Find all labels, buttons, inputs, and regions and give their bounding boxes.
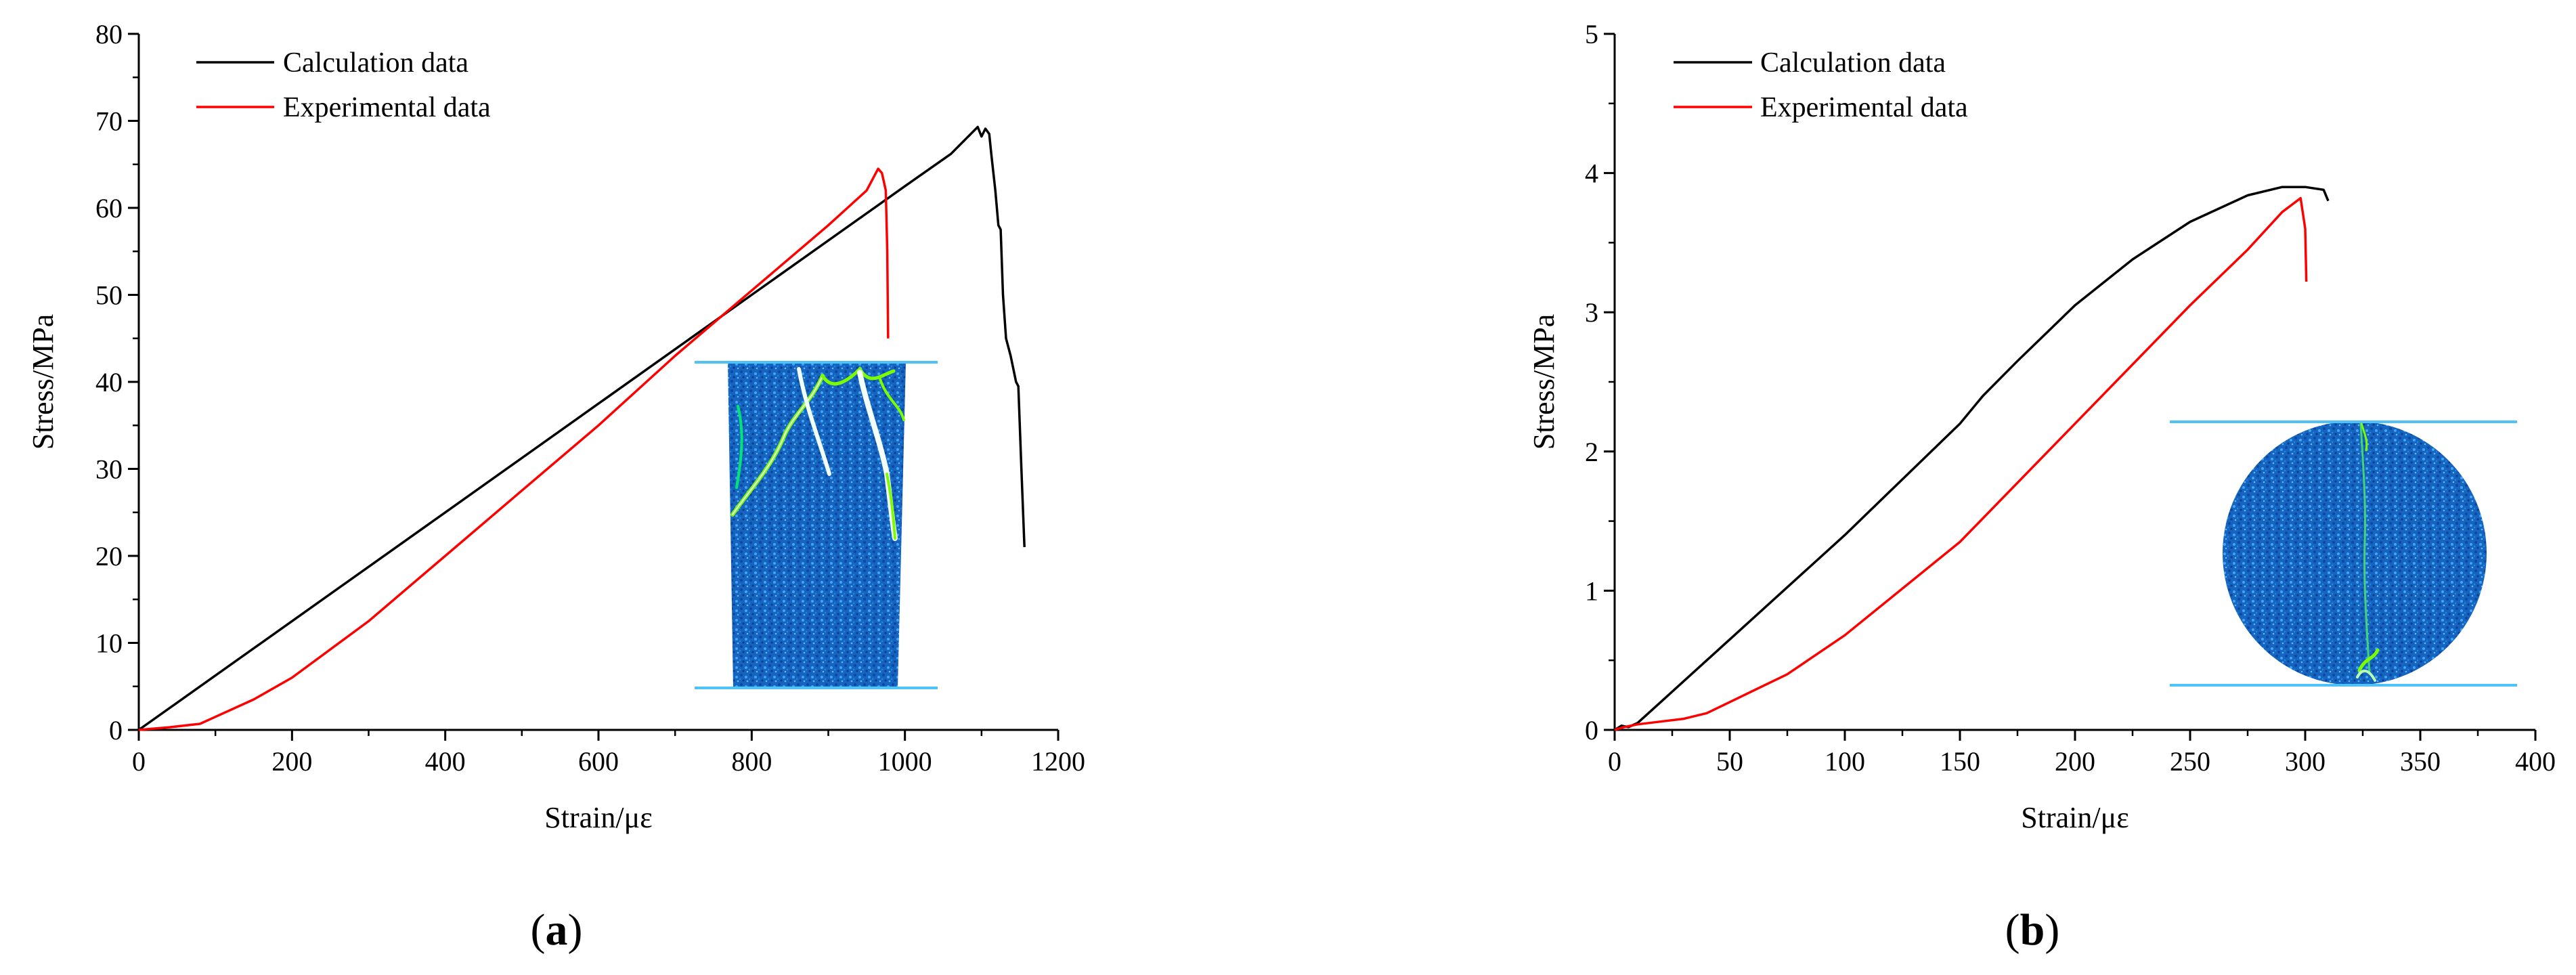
x-tick-label-b-7: 350	[2400, 746, 2441, 777]
y-tick-label-a-7: 70	[95, 106, 123, 137]
legend-label-experimental-a: Experimental data	[283, 92, 491, 123]
axes-a	[137, 34, 1058, 731]
x-tick-label-a-5: 1000	[878, 746, 932, 777]
y-ticks-a: 0 10 20 30 40 50 60 70 80	[95, 19, 139, 745]
y-ticks-b: 0 1 2 3 4 5	[1585, 19, 1615, 745]
y-tick-label-a-1: 10	[95, 628, 123, 659]
y-tick-label-a-6: 60	[95, 193, 123, 223]
x-tick-label-a-3: 600	[578, 746, 619, 777]
y-tick-label-a-2: 20	[95, 541, 123, 571]
y-tick-label-a-5: 50	[95, 280, 123, 311]
y-tick-label-a-4: 40	[95, 367, 123, 397]
legend-label-experimental-b: Experimental data	[1760, 92, 1968, 123]
x-tick-label-b-6: 300	[2285, 746, 2326, 777]
panel-label-a: (a)	[531, 905, 583, 955]
y-axis-title-b: Stress/MPa	[1527, 314, 1560, 450]
x-axis-title-b: Strain/με	[2021, 801, 2129, 834]
series-lines-a	[139, 125, 1026, 731]
x-tick-label-b-1: 50	[1716, 746, 1743, 777]
x-ticks-a: 0 200 400 600 800 1000 1200	[132, 730, 1085, 777]
x-tick-label-a-2: 400	[425, 746, 466, 777]
y-tick-label-a-8: 80	[95, 19, 123, 49]
chart-panel-a: 0 200 400 600 800 1000 1200 01020304050607080 …	[26, 19, 1085, 955]
chart-panel-b: 0 50 100 150 200 250 300 350 400 0 1 2 3 4 5 Calculat…	[1527, 19, 2556, 955]
x-tick-label-a-4: 800	[731, 746, 772, 777]
series-line-a-experimental	[139, 167, 890, 731]
x-tick-label-b-2: 100	[1825, 746, 1865, 777]
x-tick-label-a-1: 200	[271, 746, 312, 777]
y-tick-label-b-4: 4	[1585, 158, 1598, 189]
y-axis-title-a: Stress/MPa	[26, 314, 60, 450]
x-tick-label-b-4: 200	[2055, 746, 2095, 777]
specimen-body-a	[728, 362, 906, 688]
inset-specimen-a	[695, 361, 938, 689]
series-line-b-experimental	[1615, 196, 2308, 731]
legend-label-calculation-a: Calculation data	[283, 47, 468, 79]
legend-label-calculation-b: Calculation data	[1760, 47, 1946, 79]
x-tick-label-b-3: 150	[1940, 746, 1980, 777]
legend-a: Calculation data Experimental data	[196, 47, 491, 123]
y-tick-label-b-1: 1	[1585, 576, 1598, 606]
x-tick-label-b-5: 250	[2170, 746, 2210, 777]
y-tick-label-b-2: 2	[1585, 437, 1598, 467]
x-tick-label-b-8: 400	[2515, 746, 2556, 777]
x-axis-title-a: Strain/με	[544, 801, 652, 834]
x-tick-label-b-0: 0	[1608, 746, 1621, 777]
specimen-disc-b	[2223, 421, 2487, 685]
legend-b: Calculation data Experimental data	[1674, 47, 1968, 123]
x-ticks-b: 0 50 100 150 200 250 300 350 400	[1608, 730, 2556, 777]
crack-pattern-b	[2356, 422, 2380, 682]
crack-pattern-a	[730, 366, 905, 541]
series-line-b-calculation	[1615, 186, 2330, 731]
y-tick-label-b-3: 3	[1585, 297, 1598, 328]
x-tick-label-a-0: 0	[132, 746, 146, 777]
y-tick-label-b-0: 0	[1585, 715, 1598, 745]
series-line-a-calculation	[139, 125, 1026, 731]
inset-specimen-b	[2170, 420, 2517, 687]
y-tick-label-b-5: 5	[1585, 19, 1598, 49]
series-lines-b	[1615, 186, 2330, 731]
y-tick-label-a-0: 0	[109, 715, 123, 745]
x-tick-label-a-6: 1200	[1031, 746, 1085, 777]
panel-label-b: (b)	[2005, 905, 2060, 955]
y-tick-label-a-3: 30	[95, 454, 123, 485]
